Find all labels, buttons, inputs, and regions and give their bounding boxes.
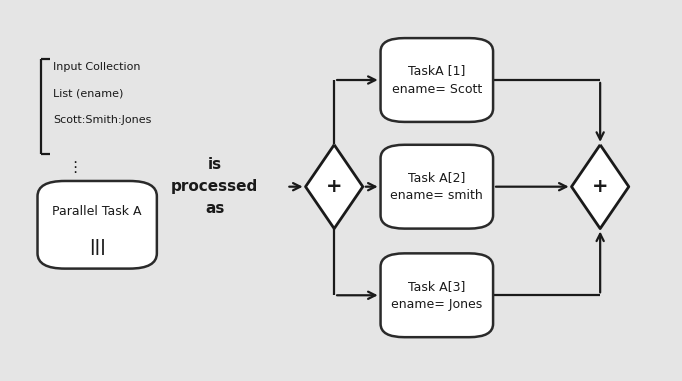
FancyBboxPatch shape [381,145,493,229]
Text: is
processed
as: is processed as [171,157,258,216]
Text: TaskA [1]
ename= Scott: TaskA [1] ename= Scott [391,64,482,96]
Text: |||: ||| [89,239,106,255]
Text: ⋮: ⋮ [68,160,83,175]
Text: +: + [592,177,608,196]
Text: Task A[3]
ename= Jones: Task A[3] ename= Jones [391,280,482,311]
Text: Scott:Smith:Jones: Scott:Smith:Jones [53,115,151,125]
FancyBboxPatch shape [381,38,493,122]
Text: +: + [326,177,342,196]
Polygon shape [306,145,363,229]
FancyBboxPatch shape [381,253,493,337]
FancyBboxPatch shape [38,181,157,269]
Text: List (ename): List (ename) [53,88,123,98]
Text: Input Collection: Input Collection [53,62,140,72]
Text: Task A[2]
ename= smith: Task A[2] ename= smith [391,171,483,202]
Polygon shape [572,145,629,229]
Text: Parallel Task A: Parallel Task A [53,205,142,218]
